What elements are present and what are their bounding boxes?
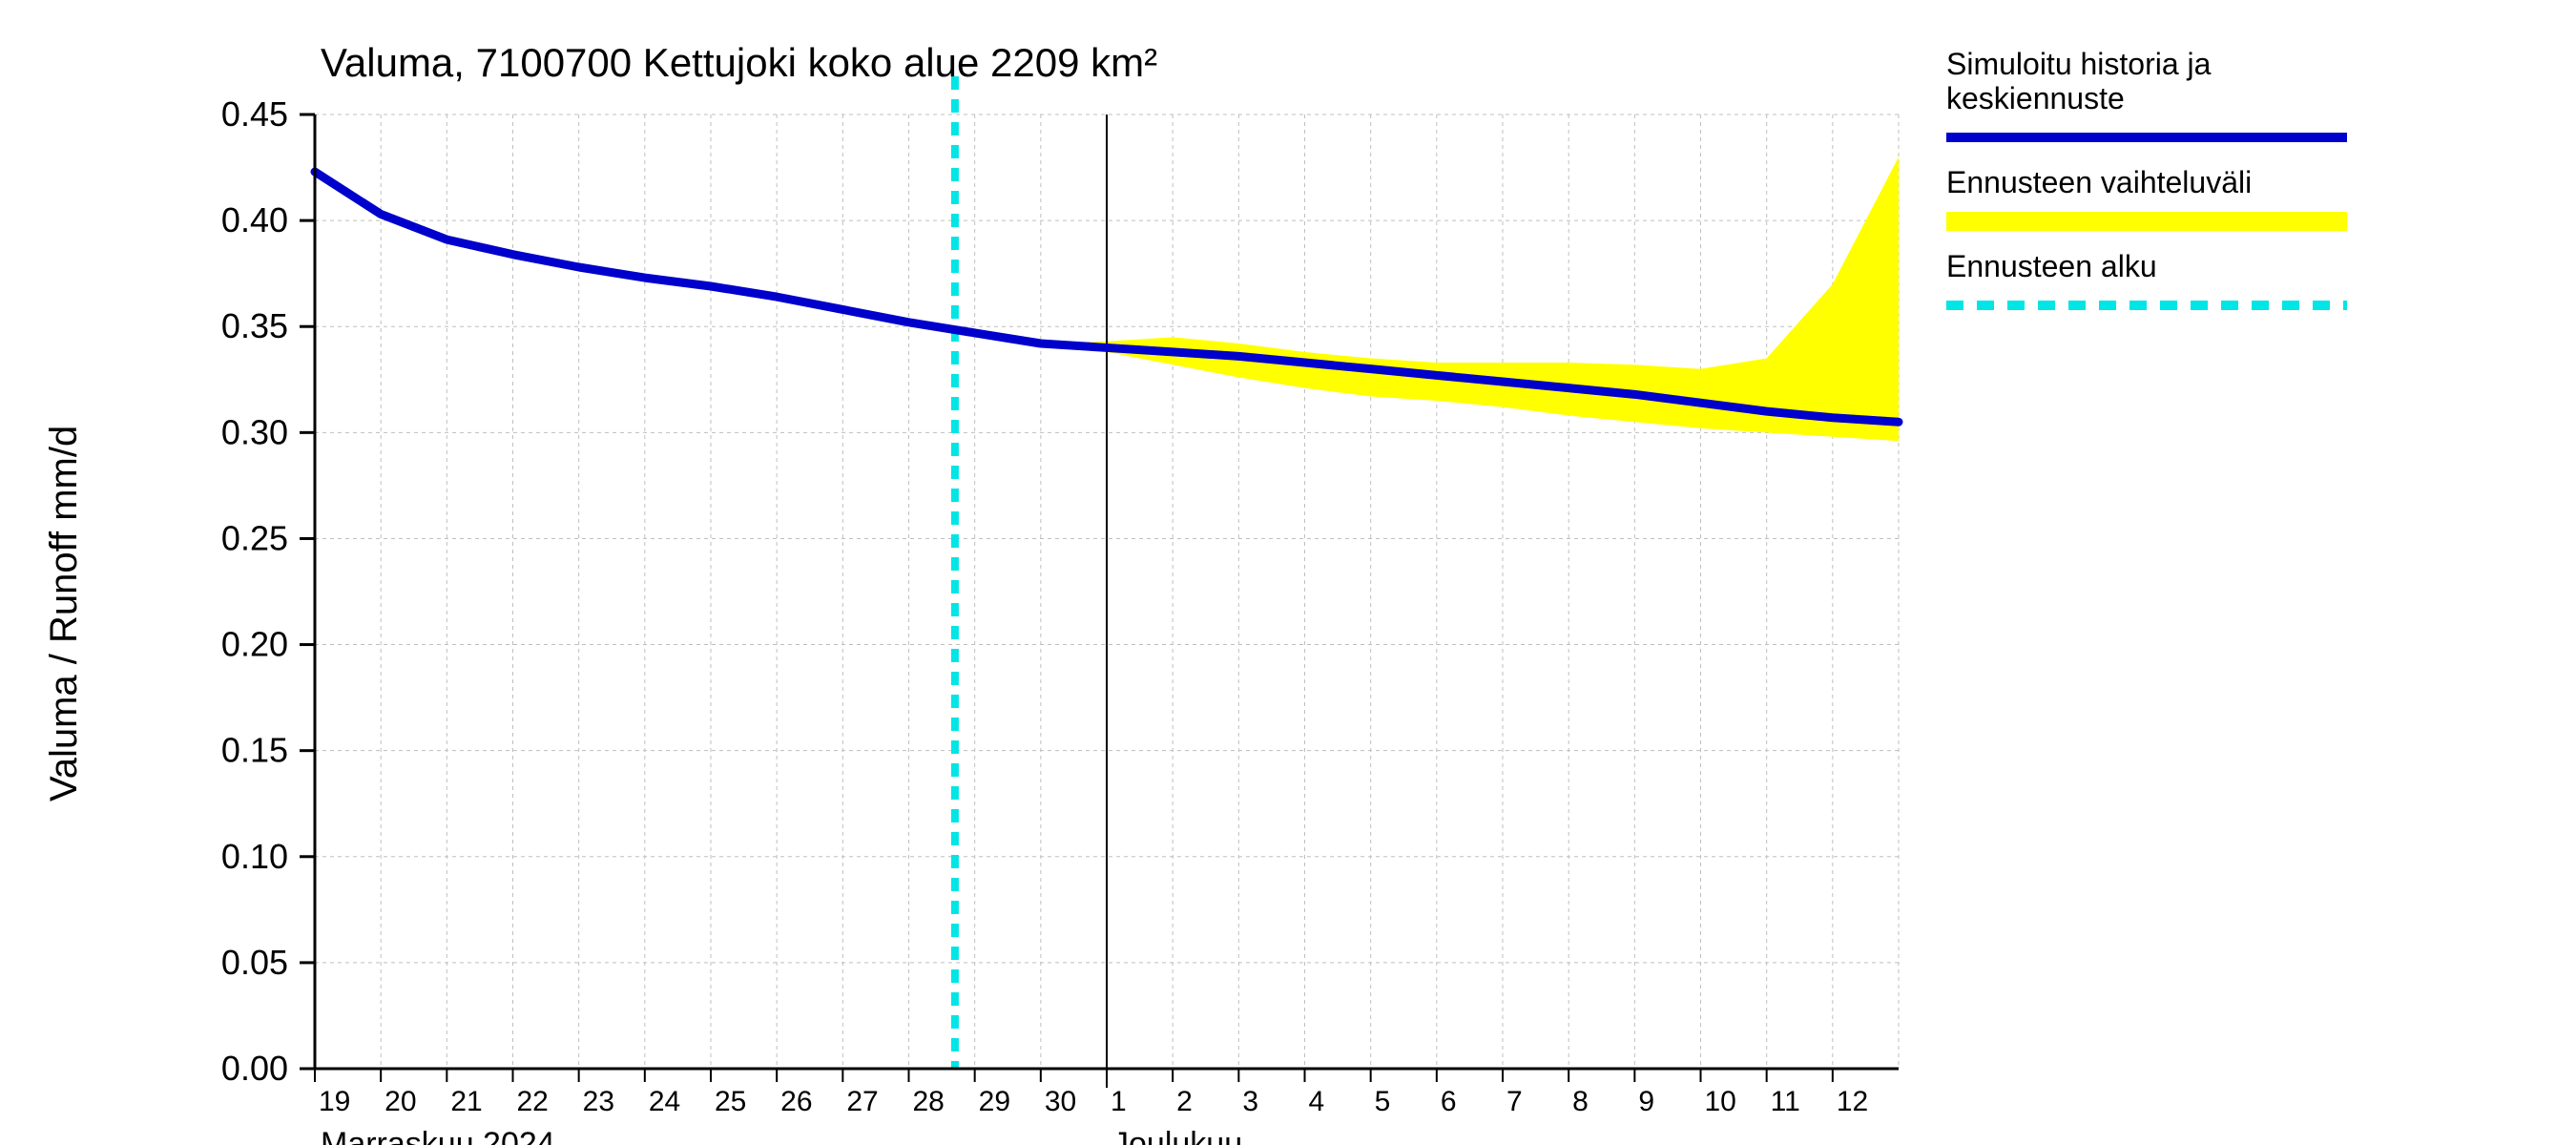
- chart-container: 0.00 0.05 0.10 0.15 0.20 0.25 0.30 0.35 0.40 0.45…: [0, 0, 2576, 1145]
- x-tick-label: 4: [1309, 1086, 1325, 1117]
- x-tick-label: 23: [583, 1086, 614, 1117]
- y-tick-label: 0.45: [221, 94, 288, 134]
- y-tick-label: 0.40: [221, 200, 288, 239]
- legend-swatch-band: [1946, 212, 2347, 231]
- month-label: Marraskuu 2024: [321, 1126, 555, 1145]
- y-tick-label: 0.15: [221, 731, 288, 770]
- x-tick-label: 29: [979, 1086, 1010, 1117]
- month-label: Joulukuu: [1112, 1126, 1242, 1145]
- legend-label: Ennusteen alku: [1946, 249, 2157, 283]
- x-tick-label: 11: [1771, 1086, 1800, 1117]
- x-tick-label: 6: [1441, 1086, 1457, 1117]
- x-tick-label: 19: [319, 1086, 350, 1117]
- x-tick-label: 5: [1375, 1086, 1391, 1117]
- y-tick-label: 0.20: [221, 625, 288, 664]
- x-tick-label: 28: [913, 1086, 945, 1117]
- x-tick-label: 7: [1506, 1086, 1523, 1117]
- x-tick-label: 12: [1837, 1086, 1868, 1117]
- x-tick-label: 3: [1242, 1086, 1258, 1117]
- y-tick-label: 0.25: [221, 518, 288, 557]
- x-tick-label: 22: [517, 1086, 549, 1117]
- x-tick-label: 1: [1111, 1086, 1127, 1117]
- y-tick-label: 0.05: [221, 943, 288, 982]
- legend-label: keskiennuste: [1946, 81, 2125, 115]
- y-axis-label: Valuma / Runoff mm/d: [43, 426, 85, 802]
- y-tick-label: 0.10: [221, 837, 288, 876]
- x-tick-label: 10: [1705, 1086, 1736, 1117]
- x-tick-label: 21: [450, 1086, 482, 1117]
- x-tick-label: 27: [846, 1086, 878, 1117]
- x-tick-label: 8: [1572, 1086, 1589, 1117]
- y-tick-label: 0.30: [221, 412, 288, 451]
- x-tick-label: 26: [780, 1086, 812, 1117]
- y-tick-label: 0.35: [221, 306, 288, 345]
- x-tick-label: 2: [1176, 1086, 1193, 1117]
- x-tick-label: 24: [649, 1086, 680, 1117]
- x-tick-label: 20: [384, 1086, 416, 1117]
- chart-title: Valuma, 7100700 Kettujoki koko alue 2209…: [321, 40, 1157, 85]
- legend-label: Simuloitu historia ja: [1946, 47, 2212, 81]
- runoff-chart: 0.00 0.05 0.10 0.15 0.20 0.25 0.30 0.35 0.40 0.45…: [0, 0, 2576, 1145]
- y-tick-label: 0.00: [221, 1049, 288, 1088]
- x-tick-label: 25: [715, 1086, 746, 1117]
- x-tick-label: 30: [1045, 1086, 1076, 1117]
- x-tick-label: 9: [1638, 1086, 1654, 1117]
- legend-label: Ennusteen vaihteluväli: [1946, 165, 2252, 199]
